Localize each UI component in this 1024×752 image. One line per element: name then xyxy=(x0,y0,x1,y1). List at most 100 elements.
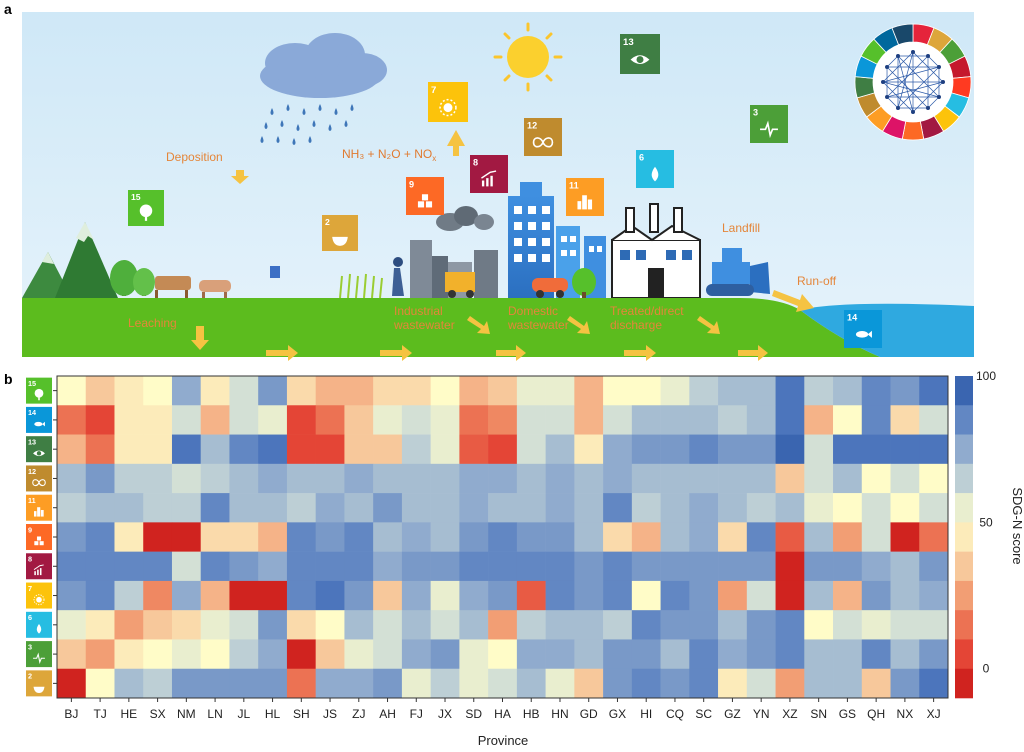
heatmap-cell xyxy=(861,463,891,494)
water-drop-icon xyxy=(36,623,42,634)
heatmap-cell xyxy=(430,522,460,552)
heatmap-cell xyxy=(200,434,230,465)
heatmap-cell xyxy=(833,405,863,435)
heatmap-cell xyxy=(143,376,173,406)
heatmap-cell xyxy=(746,551,776,582)
heatmap-cell xyxy=(114,493,144,523)
heatmap-cell xyxy=(315,376,345,406)
heatmap-cell xyxy=(804,376,834,406)
heatmap-cell xyxy=(57,405,87,435)
colorbar-tick-0: 0 xyxy=(983,662,990,676)
heatmap-cell xyxy=(631,376,661,406)
heatmap-cell xyxy=(143,434,173,465)
heatmap-cell xyxy=(746,522,776,552)
heatmap-cell xyxy=(603,493,633,523)
heatmap-cell xyxy=(488,668,518,699)
heatmap-cell xyxy=(229,639,259,670)
heatmap-cell xyxy=(143,668,173,699)
heatmap-cell xyxy=(85,551,115,582)
heatmap-cell xyxy=(114,376,144,406)
heatmap-cell xyxy=(488,405,518,435)
heatmap-cell xyxy=(286,668,316,699)
heatmap-cell xyxy=(286,580,316,611)
label-domestic-2: wastewater xyxy=(507,318,569,332)
heatmap-cell xyxy=(804,639,834,670)
heatmap-cell xyxy=(574,610,604,640)
heatmap-cell xyxy=(200,639,230,670)
heatmap-cell xyxy=(746,580,776,611)
label-treated-2: discharge xyxy=(610,318,662,332)
heatmap-cell xyxy=(315,434,345,465)
heatmap-cell xyxy=(689,493,719,523)
heatmap-cell xyxy=(516,522,546,552)
heatmap-cell xyxy=(718,551,748,582)
heatmap-cell xyxy=(833,463,863,494)
heatmap-cell xyxy=(775,376,805,406)
heatmap-cell xyxy=(603,610,633,640)
sdg-tile-9: 9 xyxy=(406,177,444,215)
heatmap-cell xyxy=(631,434,661,465)
x-tick-NM: NM xyxy=(177,707,196,721)
heatmap-cell xyxy=(143,522,173,552)
sdg-tile-number: 9 xyxy=(409,180,414,190)
heatmap-cell xyxy=(373,610,403,640)
heatmap-cell xyxy=(516,580,546,611)
row-icon-number: 8 xyxy=(28,555,32,564)
colorbar-segment xyxy=(955,493,973,523)
x-tick-GS: GS xyxy=(839,707,856,721)
cubes-icon xyxy=(417,194,433,208)
heatmap-cell xyxy=(344,493,374,523)
heatmap-cell xyxy=(488,639,518,670)
heatmap-cell xyxy=(516,463,546,494)
colorbar-segment xyxy=(955,639,973,670)
heatmap-cell xyxy=(545,580,575,611)
growth-chart-icon xyxy=(33,564,44,576)
sdg-tile-number: 2 xyxy=(325,217,330,227)
sdg-tile-8: 8 xyxy=(470,155,508,193)
heatmap-cell xyxy=(718,493,748,523)
heatmap-cell xyxy=(833,639,863,670)
heatmap-cell xyxy=(890,580,920,611)
heatmap-cell xyxy=(488,493,518,523)
row-icon-sdg-15: 15 xyxy=(26,377,52,404)
heatmap-cell xyxy=(143,610,173,640)
heatmap-cell xyxy=(861,493,891,523)
heatmap-cell xyxy=(775,639,805,670)
heatmap-cell xyxy=(258,639,288,670)
heatmap-cell xyxy=(833,668,863,699)
heatmap-cell xyxy=(315,463,345,494)
heatmap-cell xyxy=(718,580,748,611)
heatmap-cell xyxy=(488,376,518,406)
heatmap-cell xyxy=(718,376,748,406)
livestock-icon xyxy=(155,276,231,298)
heatmap-cell xyxy=(114,405,144,435)
heatmap-cell xyxy=(631,668,661,699)
row-icon-number: 3 xyxy=(28,642,32,651)
heatmap-cell xyxy=(401,668,431,699)
heatmap-cell xyxy=(85,639,115,670)
sun-icon xyxy=(493,22,563,92)
heatmap-cell xyxy=(373,580,403,611)
sdg-tile-number: 6 xyxy=(639,153,644,163)
heatmap-cell xyxy=(746,376,776,406)
heatmap-cell xyxy=(775,580,805,611)
heatmap-cell xyxy=(746,434,776,465)
heatmap-cell xyxy=(804,580,834,611)
heatmap-cell xyxy=(459,551,489,582)
heatmap-cell xyxy=(286,639,316,670)
heatmap-cell xyxy=(258,493,288,523)
heatmap-cell xyxy=(143,463,173,494)
heatmap-cell xyxy=(919,376,949,406)
heatmap-cell xyxy=(200,463,230,494)
sea-shape xyxy=(800,303,974,357)
heatmap-cell xyxy=(401,522,431,552)
row-icon-number: 14 xyxy=(28,408,36,417)
heatmap-cell xyxy=(516,434,546,465)
heatmap-cell xyxy=(258,434,288,465)
heatmap-cell xyxy=(114,463,144,494)
heatmap-cell xyxy=(401,493,431,523)
heatmap-cell xyxy=(315,610,345,640)
heatmap-cell xyxy=(804,405,834,435)
ground-shape xyxy=(22,298,880,357)
heatmap-cell xyxy=(545,668,575,699)
